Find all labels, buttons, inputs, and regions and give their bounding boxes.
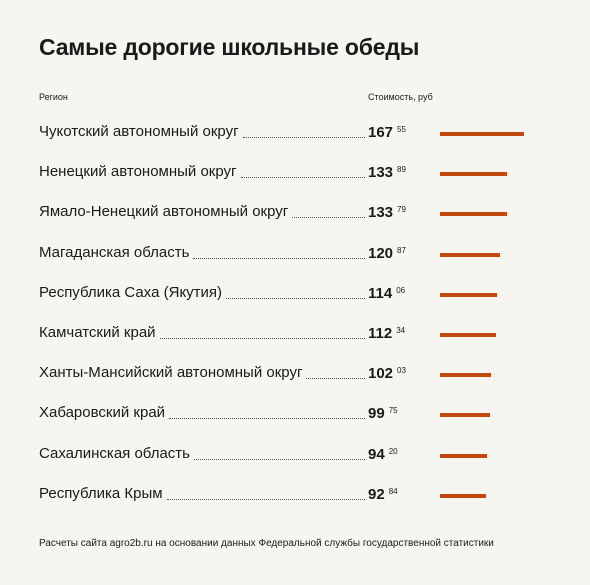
bar <box>440 212 507 217</box>
value-kopecks: 75 <box>388 406 398 416</box>
value-rubles: 92 <box>368 485 385 503</box>
region-leader: Сахалинская область <box>39 444 365 466</box>
data-row: Магаданская область 120 87 <box>0 243 590 265</box>
value-rubles: 133 <box>368 164 394 182</box>
dot-leader <box>193 257 365 259</box>
value-kopecks: 06 <box>396 285 406 295</box>
dot-leader <box>159 337 365 339</box>
value-rubles: 112 <box>368 325 393 342</box>
bar <box>440 373 491 378</box>
region-leader: Камчатский край <box>39 323 365 345</box>
region-leader: Ханты-Мансийский автономный округ <box>39 363 365 385</box>
region-label: Ямало-Ненецкий автономный округ <box>39 203 289 221</box>
value-label: 92 84 <box>368 486 398 504</box>
bar <box>440 453 487 458</box>
value-rubles: 99 <box>368 405 385 423</box>
data-row: Республика Саха (Якутия) 114 06 <box>0 283 590 305</box>
value-rubles: 114 <box>368 284 393 302</box>
dot-leader <box>166 498 365 500</box>
region-leader: Ненецкий автономный округ <box>39 162 365 184</box>
value-kopecks: 55 <box>397 125 406 134</box>
region-leader: Республика Крым <box>39 484 365 506</box>
bar <box>440 292 497 297</box>
data-row: Сахалинская область 94 20 <box>0 444 590 466</box>
dot-leader <box>240 176 365 179</box>
region-label: Магаданская область <box>39 243 190 261</box>
value-rubles: 94 <box>368 445 385 463</box>
data-row: Ханты-Мансийский автономный округ 102 03 <box>0 363 590 385</box>
value-kopecks: 79 <box>397 205 406 215</box>
dot-leader <box>306 377 365 380</box>
region-label: Ненецкий автономный округ <box>39 163 237 181</box>
dot-leader <box>242 136 365 138</box>
region-leader: Республика Саха (Якутия) <box>39 283 365 305</box>
value-label: 133 89 <box>368 164 406 182</box>
value-label: 94 20 <box>368 446 398 464</box>
dot-leader <box>169 417 365 420</box>
region-leader: Чукотский автономный округ <box>39 122 365 144</box>
region-label: Ханты-Мансийский автономный округ <box>39 364 303 382</box>
region-column-header: Регион <box>39 92 68 102</box>
data-row: Ненецкий автономный округ 133 89 <box>0 162 590 184</box>
value-rubles: 120 <box>368 244 394 262</box>
value-kopecks: 84 <box>388 486 398 496</box>
bar <box>440 132 524 136</box>
region-leader: Ямало-Ненецкий автономный округ <box>39 202 365 224</box>
value-kopecks: 20 <box>388 446 398 456</box>
region-label: Республика Саха (Якутия) <box>39 283 223 301</box>
value-label: 167 55 <box>368 124 406 142</box>
bar <box>440 493 486 498</box>
value-kopecks: 89 <box>397 165 406 175</box>
region-label: Чукотский автономный округ <box>39 123 239 140</box>
region-leader: Хабаровский край <box>39 403 365 425</box>
value-label: 120 87 <box>368 245 406 263</box>
value-label: 133 79 <box>368 204 406 222</box>
cost-column-header: Стоимость, руб <box>368 92 433 102</box>
value-label: 102 03 <box>368 365 406 383</box>
region-leader: Магаданская область <box>39 243 365 265</box>
value-rubles: 133 <box>368 204 394 222</box>
value-label: 99 75 <box>368 405 398 423</box>
value-rubles: 102 <box>368 365 394 383</box>
bar <box>440 172 507 177</box>
chart-title: Самые дорогие школьные обеды <box>39 34 420 60</box>
data-row: Хабаровский край 99 75 <box>0 403 590 425</box>
dot-leader <box>292 216 365 219</box>
data-row: Камчатский край 112 34 <box>0 323 590 345</box>
value-label: 114 06 <box>368 285 405 303</box>
value-kopecks: 34 <box>396 326 406 335</box>
dot-leader <box>226 297 365 299</box>
region-label: Сахалинская область <box>39 444 190 462</box>
value-rubles: 167 <box>368 124 394 141</box>
bar <box>440 413 490 418</box>
source-note: Расчеты сайта agro2b.ru на основании дан… <box>39 538 494 549</box>
data-row: Ямало-Ненецкий автономный округ 133 79 <box>0 202 590 224</box>
region-label: Хабаровский край <box>39 404 166 422</box>
dot-leader <box>194 458 365 460</box>
region-label: Камчатский край <box>39 324 156 341</box>
data-row: Республика Крым 92 84 <box>0 484 590 506</box>
value-kopecks: 87 <box>397 245 406 255</box>
value-label: 112 34 <box>368 325 405 343</box>
bar <box>440 252 500 257</box>
value-kopecks: 03 <box>397 366 406 376</box>
region-label: Республика Крым <box>39 484 163 502</box>
data-row: Чукотский автономный округ 167 55 <box>0 122 590 144</box>
bar <box>440 333 496 337</box>
